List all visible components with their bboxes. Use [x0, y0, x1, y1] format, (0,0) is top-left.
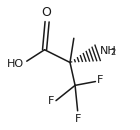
Text: O: O	[41, 6, 51, 19]
Text: NH: NH	[100, 46, 117, 56]
Text: F: F	[97, 75, 103, 85]
Text: 2: 2	[110, 48, 116, 57]
Text: F: F	[48, 96, 55, 106]
Text: HO: HO	[7, 59, 24, 69]
Text: F: F	[74, 114, 81, 124]
